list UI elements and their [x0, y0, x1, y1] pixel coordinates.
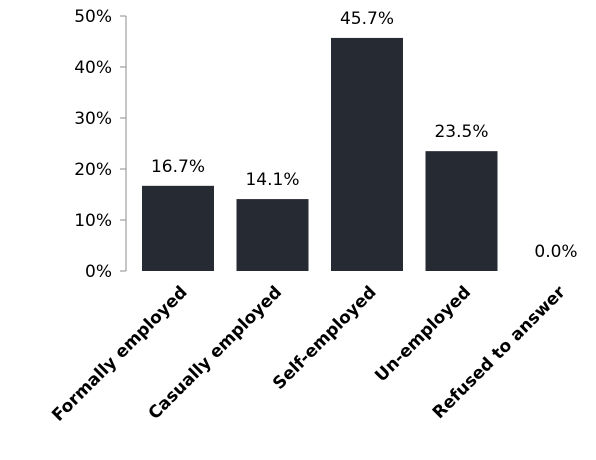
- bar: [142, 185, 214, 271]
- data-label: 23.5%: [434, 122, 488, 142]
- data-labels: 16.7% 14.1% 45.7% 23.5% 0.0%: [151, 9, 578, 262]
- category-label: Un-employed: [371, 282, 475, 386]
- data-label: 45.7%: [340, 9, 394, 29]
- bar: [425, 151, 498, 271]
- data-label: 14.1%: [245, 170, 299, 190]
- bars: [142, 37, 498, 272]
- y-tick-label: 0%: [85, 262, 112, 282]
- data-label: 0.0%: [534, 242, 577, 262]
- y-tick-label: 20%: [74, 160, 112, 180]
- bar: [236, 199, 309, 271]
- category-label: Self-employed: [269, 282, 380, 393]
- data-label: 16.7%: [151, 157, 205, 177]
- bar: [331, 37, 403, 272]
- y-tick-label: 40%: [74, 58, 112, 78]
- y-tick-label: 50%: [74, 7, 112, 27]
- y-axis: 0% 10% 20% 30% 40% 50%: [74, 7, 127, 282]
- y-tick-label: 10%: [74, 211, 112, 231]
- y-tick-label: 30%: [74, 109, 112, 129]
